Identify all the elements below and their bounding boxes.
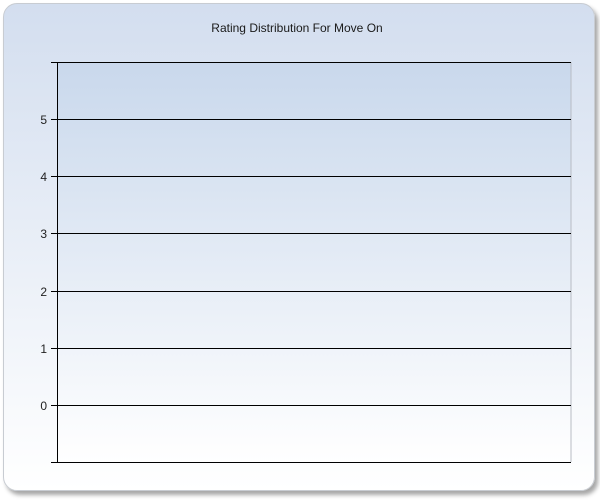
y-tick-label: 4 <box>40 170 47 184</box>
y-tick-label: 2 <box>40 285 47 299</box>
y-tick-label: 1 <box>40 342 47 356</box>
chart-title: Rating Distribution For Move On <box>211 21 383 35</box>
y-tick-label: 0 <box>40 399 47 413</box>
y-tick-label: 5 <box>40 113 47 127</box>
plot-area <box>57 62 571 462</box>
y-tick-label: 3 <box>40 227 47 241</box>
